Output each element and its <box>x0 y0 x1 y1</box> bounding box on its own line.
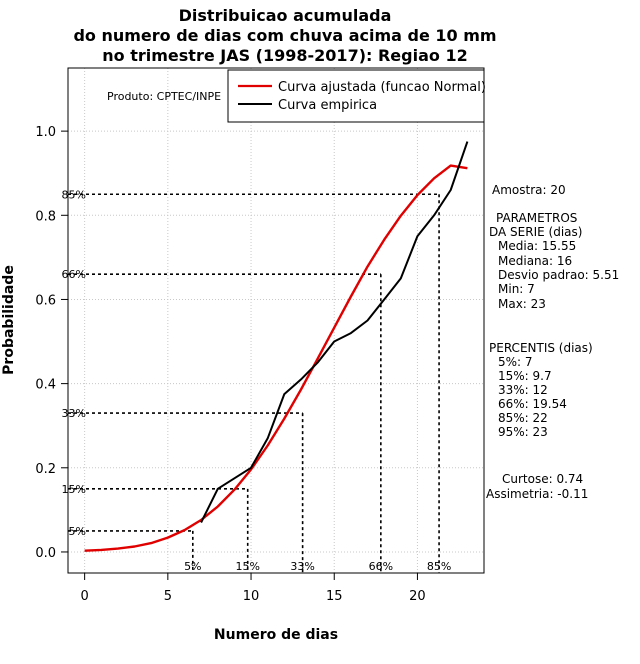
percentil-15: 15%: 9.7 <box>498 369 552 383</box>
percentile-x-label: 33% <box>290 560 314 573</box>
side-panel: Amostra: 20 PARAMETROS DA SERIE (dias) M… <box>486 183 619 501</box>
x-tick-label: 20 <box>409 589 426 604</box>
chart-title-line-1: Distribuicao acumulada <box>179 6 392 25</box>
percentile-x-label: 5% <box>184 560 201 573</box>
legend-label-empirical: Curva empirica <box>278 98 377 113</box>
param-desvio: Desvio padrao: 5.51 <box>498 268 619 282</box>
percentil-33: 33%: 12 <box>498 383 548 397</box>
plot-frame <box>67 67 485 574</box>
param-mediana: Mediana: 16 <box>498 254 572 268</box>
param-max: Max: 23 <box>498 297 546 311</box>
sample-size: Amostra: 20 <box>492 183 566 197</box>
legend-box <box>227 69 485 123</box>
chart-title-line-2: do numero de dias com chuva acima de 10 … <box>73 26 496 45</box>
legend-label-fitted: Curva ajustada (funcao Normal) <box>278 80 486 95</box>
percentis-header: PERCENTIS (dias) <box>489 341 593 355</box>
assimetria: Assimetria: -0.11 <box>486 487 588 501</box>
percentil-85: 85%: 22 <box>498 411 548 425</box>
chart-title-line-3: no trimestre JAS (1998-2017): Regiao 12 <box>102 46 467 65</box>
product-note: Produto: CPTEC/INPE <box>107 90 221 103</box>
x-tick-label: 15 <box>326 589 343 604</box>
empirical-curve <box>200 141 469 523</box>
param-media: Media: 15.55 <box>498 239 576 253</box>
x-tick-label: 0 <box>80 589 88 604</box>
y-tick-label: 0.0 <box>35 546 56 561</box>
percentile-y-label: 33% <box>62 407 86 420</box>
percentile-y-label: 15% <box>62 483 86 496</box>
legend: Curva ajustada (funcao Normal) Curva emp… <box>227 69 486 123</box>
percentile-y-label: 66% <box>62 268 86 281</box>
percentile-x-label: 15% <box>235 560 259 573</box>
y-tick-label: 0.2 <box>35 462 56 477</box>
y-axis-title: Probabilidade <box>1 265 17 375</box>
x-axis-title: Numero de dias <box>214 627 338 643</box>
percentile-y-label: 85% <box>62 188 86 201</box>
percentil-66: 66%: 19.54 <box>498 397 567 411</box>
percentile-x-label: 85% <box>427 560 451 573</box>
x-tick-label: 5 <box>164 589 172 604</box>
percentil-5: 5%: 7 <box>498 355 533 369</box>
curtose: Curtose: 0.74 <box>502 472 583 486</box>
y-tick-label: 0.6 <box>35 293 56 308</box>
y-tick-label: 0.4 <box>35 378 56 393</box>
params-header-2: DA SERIE (dias) <box>489 225 582 239</box>
percentile-y-label: 5% <box>69 525 86 538</box>
y-tick-label: 1.0 <box>35 125 56 140</box>
percentil-95: 95%: 23 <box>498 425 548 439</box>
y-tick-label: 0.8 <box>35 209 56 224</box>
param-min: Min: 7 <box>498 282 535 296</box>
percentile-x-label: 66% <box>369 560 393 573</box>
params-header-1: PARAMETROS <box>496 211 577 225</box>
fitted-normal-curve <box>84 164 468 552</box>
x-tick-label: 10 <box>243 589 260 604</box>
